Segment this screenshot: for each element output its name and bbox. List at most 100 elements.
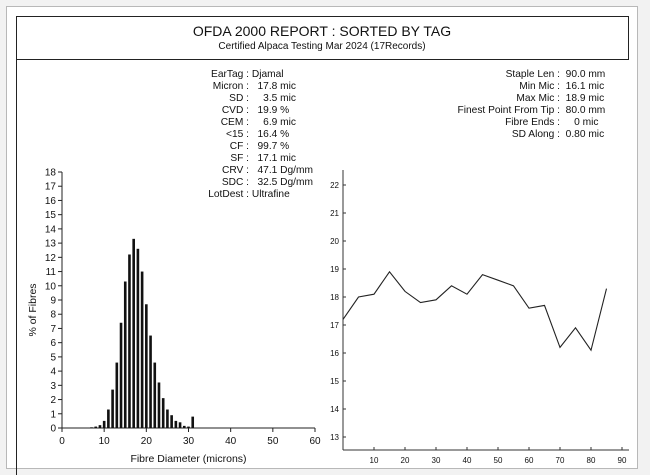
stat-label: EarTag : (211, 69, 249, 80)
stat-label: CEM : (220, 117, 249, 128)
y-tick-label: 18 (45, 168, 57, 179)
stat-value: 0.80 mic (560, 129, 605, 140)
y-tick-label: 16 (45, 196, 57, 207)
y-tick-label: 21 (330, 209, 339, 218)
page-left-border (16, 16, 17, 475)
stat-value: 6.9 mic (249, 117, 296, 128)
histogram-bar (107, 409, 110, 428)
x-tick-label: 30 (183, 436, 195, 447)
stat-label: Max Mic : (516, 93, 560, 104)
stat-label: Micron : (212, 81, 249, 92)
stat-label: Fibre Ends : (505, 117, 560, 128)
x-tick-label: 50 (267, 436, 279, 447)
x-tick-label: 80 (587, 456, 596, 465)
y-tick-label: 16 (330, 349, 339, 358)
histogram-bar (182, 425, 186, 428)
histogram-bar (123, 281, 127, 428)
y-tick-label: 8 (50, 310, 56, 321)
histogram-bar (149, 335, 152, 428)
x-tick-label: 40 (225, 436, 237, 447)
y-tick-label: 10 (45, 281, 57, 292)
x-tick-label: 50 (494, 456, 503, 465)
stat-value: 0 mic (560, 117, 599, 128)
stat-label: SD : (229, 93, 249, 104)
y-tick-label: 5 (50, 352, 56, 363)
stat-label: LotDest : (208, 189, 249, 200)
stat-value: 19.9 % (249, 105, 290, 116)
y-tick-label: 18 (330, 293, 339, 302)
y-tick-label: 3 (50, 381, 56, 392)
histogram-bar (140, 271, 144, 428)
histogram-bar (128, 254, 131, 428)
y-tick-label: 17 (330, 321, 339, 330)
y-tick-label: 19 (330, 265, 339, 274)
stat-label: Finest Point From Tip : (457, 105, 560, 116)
stat-value: 32.5 Dg/mm (249, 177, 313, 188)
histogram-bar (178, 422, 182, 428)
x-tick-label: 40 (463, 456, 472, 465)
histogram-bar (119, 322, 123, 428)
stat-value: 90.0 mm (560, 69, 606, 80)
stat-value: 3.5 mic (249, 93, 296, 104)
stat-value: 16.4 % (249, 129, 290, 140)
histogram-bar (157, 382, 161, 428)
stat-value: 17.8 mic (249, 81, 296, 92)
stat-label: Staple Len : (505, 69, 560, 80)
histogram-bar (102, 420, 106, 428)
histogram-bar (115, 362, 119, 428)
histogram-bar (153, 362, 157, 428)
stat-label: CRV : (222, 165, 249, 176)
histogram-bar (90, 427, 93, 428)
y-tick-label: 15 (330, 377, 339, 386)
stat-label: <15 : (226, 129, 249, 140)
y-tick-label: 1 (50, 409, 56, 420)
stat-value: 99.7 % (249, 141, 290, 152)
histogram-bar (166, 409, 169, 428)
x-tick-label: 60 (525, 456, 534, 465)
stat-label: Min Mic : (519, 81, 560, 92)
x-tick-label: 20 (141, 436, 153, 447)
histogram-bar (136, 248, 140, 428)
stat-value: 16.1 mic (560, 81, 605, 92)
y-tick-label: 17 (45, 182, 57, 193)
histogram-bar (191, 416, 195, 428)
y-tick-label: 0 (50, 424, 56, 435)
y-tick-label: 4 (50, 367, 56, 378)
y-tick-label: 6 (50, 338, 56, 349)
stat-label: CVD : (221, 105, 249, 116)
x-tick-label: 70 (556, 456, 565, 465)
title-box: OFDA 2000 REPORT : SORTED BY TAG Certifi… (16, 16, 629, 60)
x-tick-label: 30 (432, 456, 441, 465)
stat-value: 17.1 mic (249, 153, 296, 164)
y-tick-label: 2 (50, 395, 56, 406)
y-tick-label: 15 (45, 210, 57, 221)
x-axis-label: Fibre Diameter (microns) (130, 453, 246, 465)
stat-value: 80.0 mm (560, 105, 606, 116)
x-tick-label: 90 (618, 456, 627, 465)
histogram-bar (98, 425, 102, 428)
y-tick-label: 7 (50, 324, 56, 335)
y-tick-label: 11 (46, 267, 57, 278)
histogram-bar (132, 238, 135, 428)
y-tick-label: 9 (50, 296, 56, 307)
report-title: OFDA 2000 REPORT : SORTED BY TAG (192, 23, 452, 39)
y-tick-label: 14 (330, 405, 339, 414)
histogram-bar (111, 389, 114, 428)
histogram-bar (174, 420, 178, 428)
x-tick-label: 0 (59, 436, 65, 447)
histogram-bar (187, 426, 190, 428)
histogram-bar (94, 426, 98, 428)
histogram-bar (170, 415, 173, 428)
histogram-bar (145, 304, 148, 428)
x-tick-label: 10 (99, 436, 111, 447)
x-tick-label: 20 (401, 456, 410, 465)
stat-label: SF : (230, 153, 249, 164)
stat-value: 18.9 mic (560, 93, 605, 104)
y-tick-label: 12 (45, 253, 57, 264)
y-axis-label: % of Fibres (27, 283, 39, 336)
histogram-bar (161, 398, 165, 428)
y-tick-label: 14 (45, 224, 57, 235)
y-tick-label: 13 (330, 433, 339, 442)
